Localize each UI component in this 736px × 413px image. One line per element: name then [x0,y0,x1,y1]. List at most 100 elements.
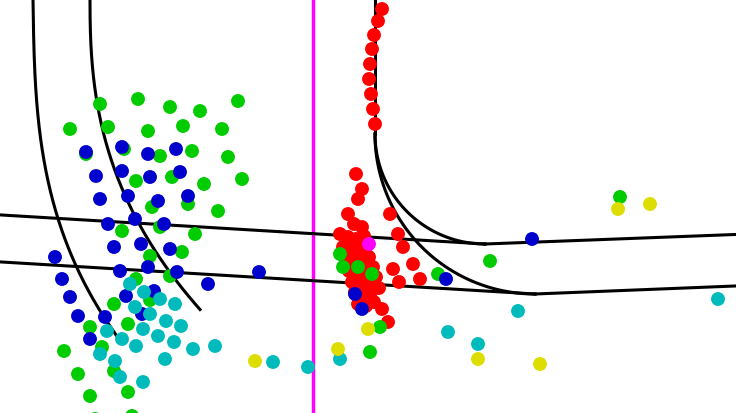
Point [132,97,144,103]
Point [236,176,248,183]
Point [164,246,176,253]
Point [96,344,108,351]
Point [114,268,126,275]
Point [130,343,142,349]
Point [72,371,84,377]
Point [334,356,346,363]
Point [352,301,364,308]
Point [342,211,354,218]
Point [442,329,454,335]
Point [152,333,164,339]
Point [170,146,182,153]
Point [365,289,377,296]
Point [367,107,379,113]
Point [343,268,355,275]
Point [364,62,376,68]
Point [392,231,404,238]
Point [337,264,349,271]
Point [358,233,370,240]
Point [369,121,381,128]
Point [154,153,166,160]
Point [154,296,166,303]
Point [108,301,120,308]
Point [148,288,160,294]
Point [212,208,224,215]
Point [186,148,198,155]
Point [94,102,106,108]
Point [352,264,364,271]
Point [118,146,130,153]
Point [368,33,380,39]
Point [64,126,76,133]
Point [355,258,367,265]
Point [202,281,214,287]
Point [332,346,344,352]
Point [154,224,166,231]
Point [249,358,261,364]
Point [347,258,359,265]
Point [80,151,92,158]
Point [356,186,368,193]
Point [102,221,114,228]
Point [222,154,234,161]
Point [94,196,106,203]
Point [177,123,189,130]
Point [349,291,361,298]
Point [122,193,134,200]
Point [142,128,154,135]
Point [374,324,386,330]
Point [120,293,132,299]
Point [302,364,314,370]
Point [370,274,382,280]
Point [407,261,419,268]
Point [108,244,120,251]
Point [372,19,384,25]
Point [432,271,444,278]
Point [124,281,136,287]
Point [94,351,106,357]
Point [362,326,374,332]
Point [130,276,142,282]
Point [397,244,409,251]
Point [189,231,201,238]
Point [169,301,181,308]
Point [350,171,362,178]
Point [393,279,405,286]
Point [194,109,206,115]
Point [376,7,388,13]
Point [484,258,496,265]
Point [340,256,352,263]
Point [267,359,279,366]
Point [122,389,134,395]
Point [368,299,380,306]
Point [387,266,399,273]
Point [144,174,156,181]
Point [84,336,96,342]
Point [472,341,484,347]
Point [357,291,369,298]
Point [356,224,368,231]
Point [116,168,128,175]
Point [144,297,156,304]
Point [414,276,426,282]
Point [164,273,176,280]
Point [187,346,199,352]
Point [175,323,187,330]
Point [72,313,84,320]
Point [360,244,372,251]
Point [109,358,121,364]
Point [364,349,376,356]
Point [116,336,128,342]
Point [84,393,96,399]
Point [144,253,156,260]
Point [349,289,361,296]
Point [49,254,61,261]
Point [376,306,388,313]
Point [135,241,147,248]
Point [334,251,346,258]
Point [158,221,170,228]
Point [171,269,183,275]
Point [342,234,354,241]
Point [101,328,113,335]
Point [360,303,372,310]
